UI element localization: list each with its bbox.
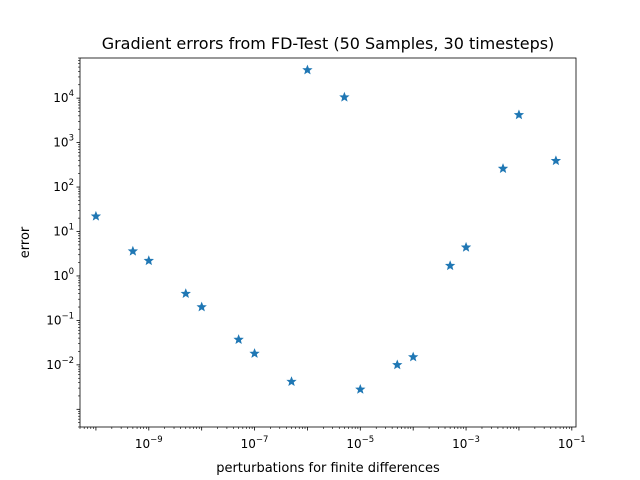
data-point-star: [127, 245, 139, 256]
y-tick-label-exponent: 0: [69, 267, 74, 277]
x-tick-label-base: 10: [241, 437, 256, 451]
x-tick-label: 10−1: [558, 435, 586, 451]
x-axis-label: perturbations for finite differences: [216, 461, 440, 476]
x-tick-label-exponent: −9: [150, 435, 163, 445]
data-point-star: [513, 109, 525, 120]
data-point-star: [90, 210, 102, 221]
x-tick-label-exponent: −1: [573, 435, 586, 445]
x-tick-label: 10−9: [135, 435, 163, 451]
y-tick-label-base: 10: [46, 358, 61, 372]
data-point-star: [355, 384, 366, 394]
data-point-star: [460, 241, 472, 252]
data-point-star: [180, 288, 191, 299]
x-tick-label-exponent: −3: [467, 435, 480, 445]
y-tick-label-exponent: 4: [69, 89, 74, 99]
data-point-star: [392, 359, 403, 370]
y-tick-label: 100: [53, 267, 74, 283]
data-point-star: [249, 348, 260, 358]
y-tick-label-exponent: −2: [61, 356, 74, 366]
data-point-star: [408, 351, 419, 362]
plot-frame: [79, 57, 577, 428]
y-tick-label-exponent: −1: [61, 311, 74, 321]
y-tick-label: 101: [53, 223, 74, 239]
y-tick-label: 10−1: [46, 311, 74, 327]
data-points: [90, 64, 562, 394]
y-tick-label-base: 10: [53, 225, 68, 239]
y-tick-label-base: 10: [46, 313, 61, 327]
y-tick-label: 104: [53, 89, 74, 105]
y-tick-label: 103: [53, 134, 74, 150]
plot-area: 10−9 10−7 10−5 10−3 10−1 10−210−110010110210…: [46, 57, 586, 451]
y-tick-label-exponent: 3: [69, 134, 74, 144]
y-tick-label-base: 10: [53, 269, 68, 283]
data-point-star: [196, 301, 207, 312]
y-tick-label-base: 10: [53, 136, 68, 150]
chart-title: Gradient errors from FD-Test (50 Samples…: [102, 34, 555, 53]
x-tick-label-exponent: −7: [256, 435, 269, 445]
data-point-star: [302, 64, 313, 75]
x-tick-label-base: 10: [452, 437, 467, 451]
data-point-star: [444, 260, 456, 271]
data-point-star: [286, 376, 297, 386]
y-tick-label-exponent: 1: [69, 223, 74, 233]
x-axis-ticks: 10−9 10−7 10−5 10−3 10−1: [79, 427, 586, 451]
x-tick-label: 10−3: [452, 435, 480, 451]
y-tick-label: 10−2: [46, 356, 74, 372]
x-tick-label-base: 10: [558, 437, 573, 451]
x-tick-label-base: 10: [135, 437, 150, 451]
data-point-star: [550, 155, 562, 166]
y-tick-label-exponent: 2: [69, 178, 74, 188]
x-tick-label: 10−7: [241, 435, 269, 451]
x-tick-label-exponent: −5: [362, 435, 375, 445]
y-tick-label-base: 10: [53, 91, 68, 105]
data-point-star: [233, 334, 244, 344]
data-point-star: [497, 163, 509, 173]
data-point-star: [143, 255, 154, 266]
x-tick-label-base: 10: [346, 437, 361, 451]
y-tick-label-base: 10: [53, 180, 68, 194]
data-point-star: [339, 91, 350, 102]
y-tick-label: 102: [53, 178, 74, 194]
y-axis-label: error: [18, 226, 33, 258]
x-tick-label: 10−5: [346, 435, 374, 451]
